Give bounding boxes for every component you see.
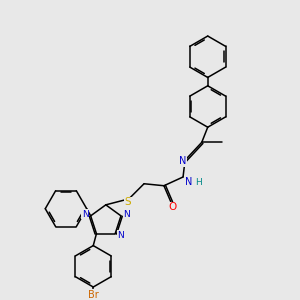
Text: Br: Br — [88, 290, 99, 300]
Text: S: S — [125, 197, 131, 207]
Text: N: N — [179, 156, 187, 166]
Text: N: N — [123, 210, 130, 219]
Text: H: H — [195, 178, 202, 187]
Text: N: N — [185, 177, 193, 187]
Text: N: N — [82, 210, 88, 219]
Text: O: O — [169, 202, 177, 212]
Text: N: N — [117, 231, 124, 240]
